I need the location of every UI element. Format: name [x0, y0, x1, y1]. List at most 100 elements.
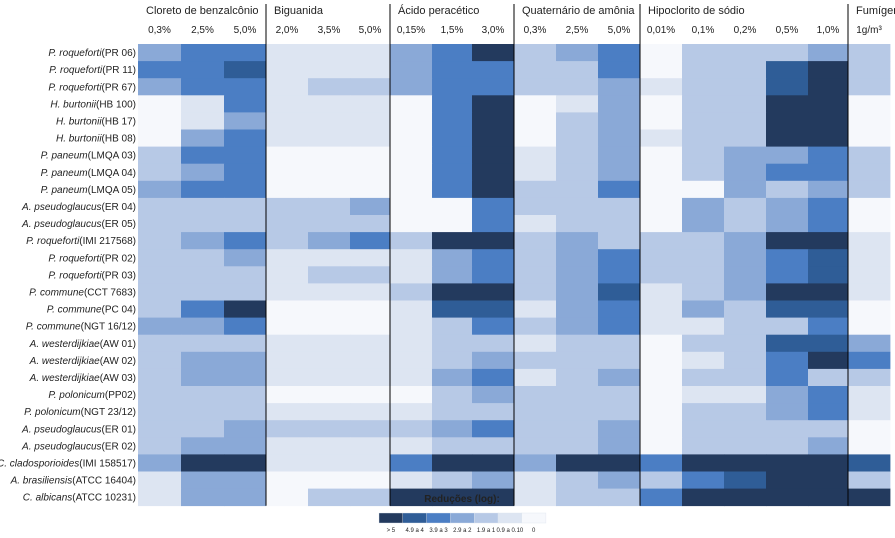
- heatmap-cell: [640, 454, 683, 472]
- heatmap-cell: [472, 78, 515, 96]
- heatmap-cell: [848, 266, 891, 284]
- heatmap-cell: [432, 334, 473, 353]
- heatmap-cell: [682, 454, 725, 472]
- heatmap-cell: [640, 197, 683, 216]
- heatmap-cell: [472, 283, 515, 301]
- heatmap-cell: [556, 112, 599, 130]
- heatmap-cell: [808, 300, 849, 318]
- concentration-label: 5,0%: [359, 25, 382, 36]
- heatmap-cell: [724, 249, 767, 267]
- heatmap-cell: [514, 300, 557, 318]
- heatmap-cell: [138, 61, 182, 79]
- heatmap-cell: [640, 266, 683, 284]
- heatmap-cell: [766, 146, 809, 165]
- heatmap-cell: [766, 334, 809, 353]
- heatmap-cell: [682, 146, 725, 165]
- heatmap-cell: [682, 368, 725, 387]
- heatmap-cell: [848, 317, 891, 336]
- heatmap-cell: [640, 61, 683, 79]
- heatmap-cell: [181, 488, 225, 507]
- heatmap-cell: [350, 95, 391, 113]
- heatmap-cell: [390, 420, 433, 438]
- heatmap-cell: [472, 44, 515, 62]
- heatmap-cell: [432, 197, 473, 216]
- group-label: Fumígeno: [856, 5, 895, 17]
- heatmap-cell: [724, 317, 767, 336]
- heatmap-cell: [138, 215, 182, 233]
- heatmap-cell: [556, 61, 599, 79]
- heatmap-cell: [556, 437, 599, 455]
- heatmap-cell: [390, 249, 433, 267]
- heatmap-cell: [724, 300, 767, 318]
- heatmap-cell: [598, 334, 641, 353]
- heatmap-cell: [808, 437, 849, 455]
- heatmap-cell: [514, 146, 557, 165]
- heatmap-cell: [556, 78, 599, 96]
- row-label-strain: (IMI 158517): [79, 458, 136, 469]
- row-label-species: A. brasiliensis: [10, 476, 73, 487]
- row-label-species: H. burtonii: [50, 99, 96, 110]
- legend-swatch-label: 0: [532, 528, 536, 534]
- heatmap-cell: [848, 249, 891, 267]
- row-label-species: H. burtonii: [56, 116, 102, 127]
- heatmap-cell: [350, 283, 391, 301]
- heatmap-cell: [138, 163, 182, 182]
- heatmap-cell: [598, 471, 641, 489]
- heatmap-cell: [138, 454, 182, 472]
- heatmap-cell: [808, 471, 849, 489]
- heatmap-cell: [598, 78, 641, 96]
- heatmap-cell: [350, 300, 391, 318]
- heatmap-cell: [848, 232, 891, 250]
- legend-swatch: [378, 512, 404, 524]
- heatmap-cell: [682, 232, 725, 250]
- heatmap-cell: [266, 454, 309, 472]
- heatmap-cell: [266, 317, 309, 336]
- heatmap-cell: [350, 61, 391, 79]
- heatmap-cell: [556, 180, 599, 199]
- heatmap-cell: [432, 317, 473, 336]
- heatmap-cell: [724, 266, 767, 284]
- heatmap-cell: [308, 368, 351, 387]
- heatmap-cell: [138, 488, 182, 507]
- heatmap-cell: [556, 471, 599, 489]
- heatmap-cell: [598, 300, 641, 318]
- concentration-label: 2,5%: [191, 25, 214, 36]
- heatmap-cell: [138, 437, 182, 455]
- heatmap-cell: [308, 403, 351, 421]
- heatmap-cell: [390, 266, 433, 284]
- heatmap-cell: [390, 61, 433, 79]
- row-label: P. roqueforti(IMI 217568): [26, 236, 136, 247]
- heatmap-cell: [682, 317, 725, 336]
- heatmap-cell: [598, 437, 641, 455]
- heatmap-cell: [766, 44, 809, 62]
- heatmap-cell: [724, 146, 767, 165]
- heatmap-cell: [514, 437, 557, 455]
- heatmap-cell: [390, 317, 433, 336]
- heatmap-cell: [224, 471, 267, 489]
- heatmap-cell: [808, 232, 849, 250]
- heatmap-cell: [266, 95, 309, 113]
- heatmap-cell: [390, 129, 433, 147]
- heatmap-cell: [766, 61, 809, 79]
- heatmap-cell: [848, 44, 891, 62]
- group-separators: [265, 4, 849, 506]
- row-label: P. paneum(LMQA 04): [41, 168, 136, 179]
- heatmap-cell: [682, 215, 725, 233]
- heatmap-cell: [350, 129, 391, 147]
- heatmap-cell: [266, 300, 309, 318]
- heatmap-cell: [224, 232, 267, 250]
- heatmap-cell: [308, 197, 351, 216]
- heatmap-cell: [514, 403, 557, 421]
- heatmap-cell: [308, 317, 351, 336]
- heatmap-cell: [640, 420, 683, 438]
- heatmap-cell: [224, 351, 267, 370]
- heatmap-cell: [848, 420, 891, 438]
- heatmap-cell: [390, 368, 433, 387]
- row-label-strain: (AW 01): [100, 339, 136, 350]
- heatmap-cell: [390, 215, 433, 233]
- row-label-strain: (IMI 217568): [79, 236, 136, 247]
- heatmap-cell: [350, 488, 391, 507]
- heatmap-cell: [308, 112, 351, 130]
- heatmap-cell: [766, 488, 809, 507]
- row-label-strain: (NGT 16/12): [81, 322, 136, 333]
